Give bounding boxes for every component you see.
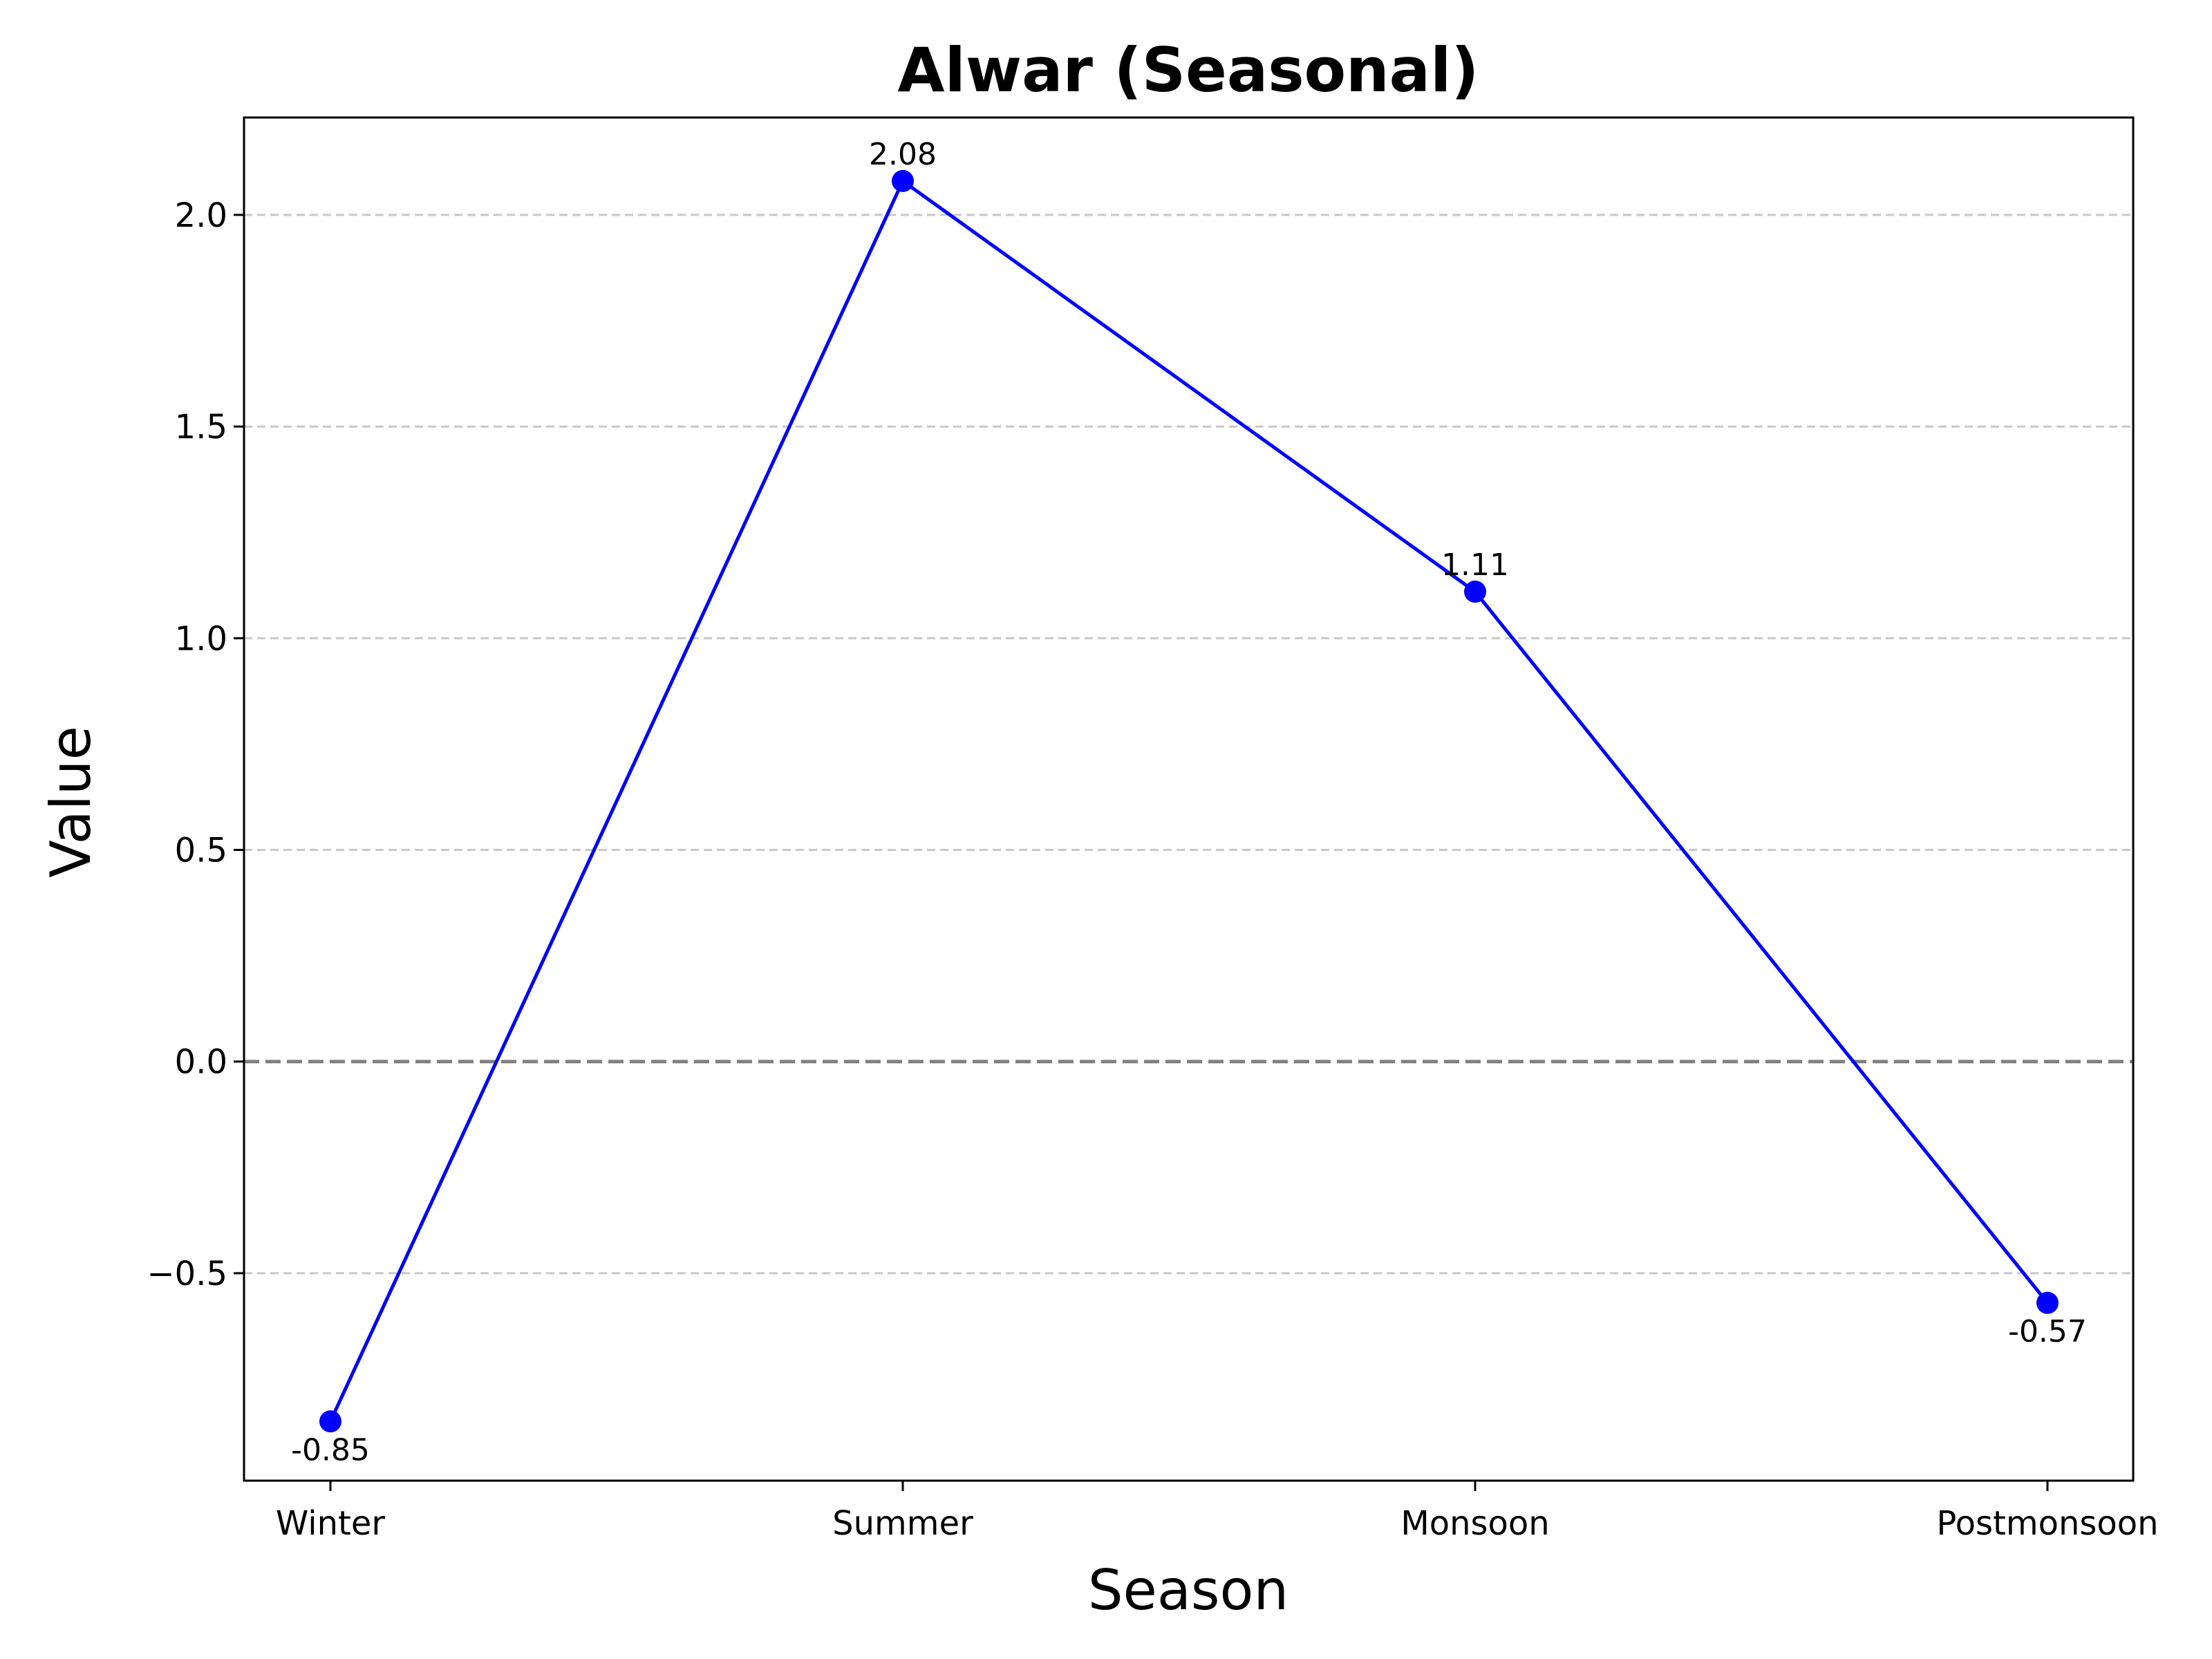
y-tick-label: 2.0 <box>175 196 227 235</box>
x-tick-label-postmonsoon: Postmonsoon <box>1936 1504 2158 1543</box>
series-layer: -0.85 2.08 1.11 -0.57 <box>291 137 2087 1468</box>
x-axis-label: Season <box>1088 1558 1288 1622</box>
chart-title: Alwar (Seasonal) <box>898 35 1479 106</box>
y-tick-label: −0.5 <box>147 1255 227 1293</box>
x-tick-label-summer: Summer <box>832 1504 973 1543</box>
y-tick-label: 0.5 <box>175 831 227 870</box>
plot-frame <box>243 116 2135 1482</box>
data-point-postmonsoon <box>2036 1291 2059 1314</box>
data-point-summer <box>892 169 914 192</box>
x-axis-ticks: Winter Summer Monsoon Postmonsoon <box>276 1481 2159 1543</box>
data-point-monsoon <box>1464 580 1486 603</box>
data-point-winter <box>319 1410 341 1433</box>
y-axis-ticks: −0.5 0.0 0.5 1.0 1.5 2.0 <box>147 196 244 1293</box>
y-axis-label: Value <box>39 726 103 878</box>
y-tick-label: 0.0 <box>175 1043 227 1082</box>
data-label-summer: 2.08 <box>869 137 937 172</box>
y-tick-label: 1.5 <box>175 408 227 447</box>
data-label-winter: -0.85 <box>291 1432 370 1468</box>
data-label-postmonsoon: -0.57 <box>2008 1314 2087 1349</box>
x-tick-label-monsoon: Monsoon <box>1400 1504 1549 1543</box>
series-line <box>328 179 2049 1423</box>
y-tick-label: 1.0 <box>175 619 227 658</box>
x-tick-label-winter: Winter <box>276 1504 386 1543</box>
data-label-monsoon: 1.11 <box>1441 547 1509 583</box>
